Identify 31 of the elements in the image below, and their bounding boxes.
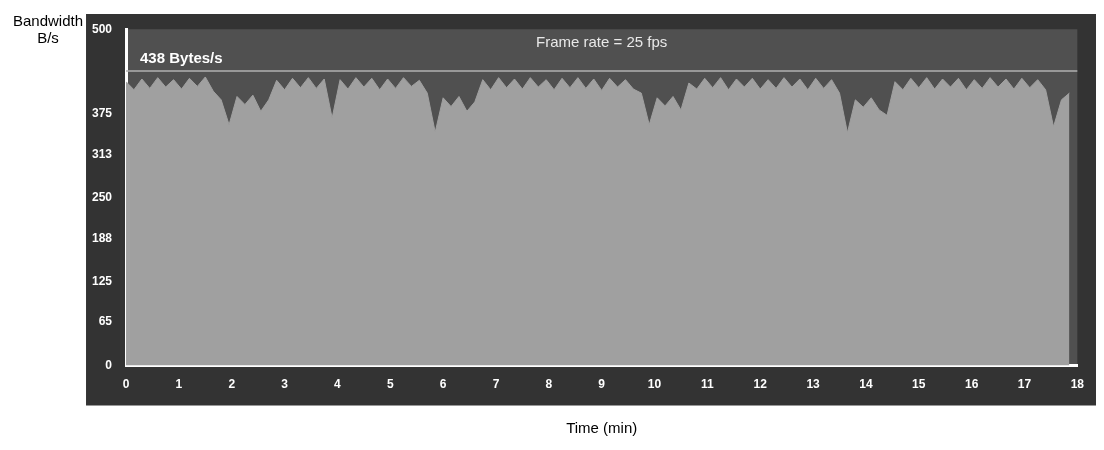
x-tick-label: 2 [228, 377, 236, 392]
x-tick-label: 13 [806, 377, 821, 392]
x-tick-label: 4 [334, 377, 342, 392]
x-tick-label: 5 [386, 377, 394, 392]
x-tick-label: 8 [545, 377, 553, 392]
x-tick-label: 12 [753, 377, 768, 392]
y-tick-label: 0 [105, 357, 113, 372]
x-tick-label: 9 [598, 377, 606, 392]
y-tick-label: 188 [91, 231, 113, 246]
y-tick-label: 65 [98, 314, 113, 329]
x-tick-label: 7 [492, 377, 500, 392]
x-tick-label: 17 [1017, 377, 1032, 392]
y-tick-label: 500 [91, 21, 113, 36]
ref-line-label: 438 Bytes/s [140, 48, 223, 66]
y-axis-title: Bandwidth B/s [11, 12, 85, 46]
y-tick-label: 125 [91, 273, 113, 288]
y-tick-label: 250 [91, 189, 113, 204]
y-tick-label: 375 [91, 105, 113, 120]
x-tick-label: 16 [964, 377, 979, 392]
x-axis-title: Time (min) [566, 419, 638, 437]
x-tick-label: 15 [912, 377, 926, 392]
x-tick-label: 11 [701, 377, 715, 392]
chart-title: Frame rate = 25 fps [536, 32, 668, 50]
x-tick-label: 0 [122, 377, 130, 392]
x-tick-label: 14 [859, 377, 873, 392]
x-tick-label: 1 [175, 377, 183, 392]
x-tick-label: 6 [439, 377, 447, 392]
x-tick-label: 3 [281, 377, 289, 392]
x-tick-label: 10 [647, 377, 662, 392]
y-tick-label: 313 [91, 147, 113, 162]
x-tick-label: 18 [1070, 377, 1085, 392]
